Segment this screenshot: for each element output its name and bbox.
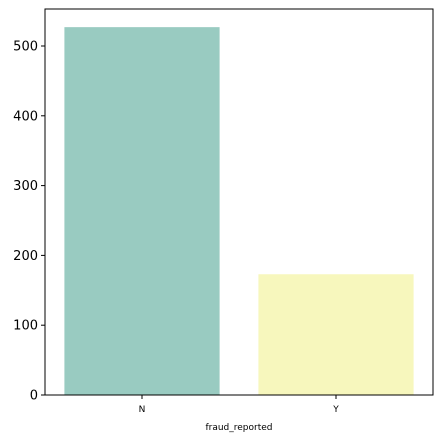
plot-frame bbox=[44, 8, 434, 396]
y-tick-label-0: 0 bbox=[30, 389, 38, 404]
y-tick-label-100: 100 bbox=[13, 319, 38, 334]
bars-group bbox=[64, 27, 414, 395]
y-tick-label-200: 200 bbox=[13, 249, 38, 264]
y-axis: 0 100 200 300 400 500 bbox=[13, 39, 45, 404]
x-axis-label: fraud_reported bbox=[205, 423, 272, 433]
x-tick-label-n: N bbox=[139, 405, 146, 415]
bar-y bbox=[258, 274, 414, 395]
y-tick-label-500: 500 bbox=[13, 39, 38, 54]
bar-n bbox=[64, 27, 220, 395]
x-tick-label-y: Y bbox=[332, 405, 339, 415]
y-tick-label-400: 400 bbox=[13, 109, 38, 124]
y-tick-label-300: 300 bbox=[13, 179, 38, 194]
